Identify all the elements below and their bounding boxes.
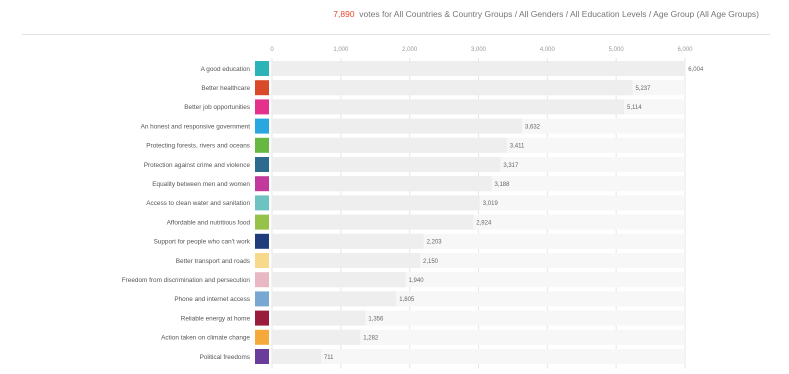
category-swatch (255, 310, 269, 326)
bar (272, 99, 625, 115)
value-label: 1,282 (363, 336, 379, 342)
bar (272, 61, 686, 76)
bar (272, 118, 523, 134)
category-label: A good education (201, 66, 251, 73)
category-label: Protection against crime and violence (144, 162, 251, 169)
category-swatch (255, 137, 269, 153)
category-label: Reliable energy at home (181, 315, 251, 322)
bar (272, 80, 633, 96)
x-tick-label: 1,000 (333, 47, 349, 53)
bar (272, 233, 424, 249)
x-tick-label: 3,000 (471, 47, 487, 53)
value-label: 3,317 (503, 163, 519, 169)
title-text: votes for All Countries & Country Groups… (359, 9, 759, 19)
chart-header: 7,890 votes for All Countries & Country … (0, 9, 789, 25)
value-label: 3,411 (510, 144, 525, 150)
value-label: 3,188 (494, 182, 510, 188)
value-label: 2,924 (476, 220, 492, 226)
category-swatch (255, 291, 269, 307)
category-swatch (255, 176, 269, 192)
vote-count: 7,890 (333, 9, 355, 19)
bar (272, 291, 397, 307)
bar (272, 157, 501, 172)
category-label: Affordable and nutritious food (167, 219, 251, 226)
x-tick-label: 5,000 (609, 47, 625, 53)
category-label: Action taken on climate change (161, 335, 250, 342)
category-label: An honest and responsive government (141, 123, 251, 130)
bar (272, 272, 406, 288)
category-swatch (255, 99, 269, 115)
bar (272, 195, 480, 211)
bar (272, 176, 492, 192)
value-label: 3,019 (483, 201, 499, 207)
value-label: 2,150 (423, 259, 439, 265)
category-swatch (255, 233, 269, 249)
x-tick-label: 4,000 (540, 47, 556, 53)
bar (272, 329, 361, 345)
category-label: Protecting forests, rivers and oceans (146, 143, 250, 150)
value-label: 1,805 (399, 297, 415, 303)
chart-title: 7,890 votes for All Countries & Country … (333, 9, 759, 19)
bar (272, 349, 321, 364)
value-label: 5,237 (635, 86, 651, 92)
category-label: Political freedoms (200, 354, 250, 361)
category-swatch (255, 329, 269, 345)
category-swatch (255, 118, 269, 134)
bar (272, 214, 474, 230)
category-label: Better healthcare (201, 85, 250, 92)
value-label: 711 (324, 355, 334, 361)
bar-track (272, 349, 685, 364)
category-swatch (255, 157, 269, 172)
x-tick-label: 2,000 (402, 47, 418, 53)
value-label: 1,940 (409, 278, 425, 284)
category-swatch (255, 349, 269, 364)
category-label: Better job opportunities (184, 104, 250, 111)
category-swatch (255, 80, 269, 96)
bar-track (272, 329, 685, 345)
category-label: Better transport and roads (176, 258, 250, 265)
category-swatch (255, 253, 269, 268)
bar (272, 310, 366, 326)
bar-track (272, 310, 685, 326)
category-label: Phone and internet access (174, 296, 250, 303)
x-tick-label: 6,000 (677, 47, 693, 53)
category-label: Freedom from discrimination and persecut… (122, 277, 251, 284)
category-label: Support for people who can't work (154, 239, 251, 246)
value-label: 5,114 (627, 105, 642, 111)
category-swatch (255, 195, 269, 211)
category-swatch (255, 214, 269, 230)
header-divider (22, 34, 770, 35)
category-label: Access to clean water and sanitation (146, 200, 250, 207)
category-swatch (255, 272, 269, 288)
bar (272, 253, 420, 268)
value-label: 2,203 (427, 240, 443, 246)
category-swatch (255, 61, 269, 76)
value-label: 1,356 (368, 316, 384, 322)
value-label: 3,632 (525, 124, 541, 130)
x-tick-label: 0 (270, 47, 274, 53)
category-label: Equality between men and women (152, 181, 250, 188)
bar (272, 137, 507, 153)
value-label: 6,004 (688, 67, 704, 73)
